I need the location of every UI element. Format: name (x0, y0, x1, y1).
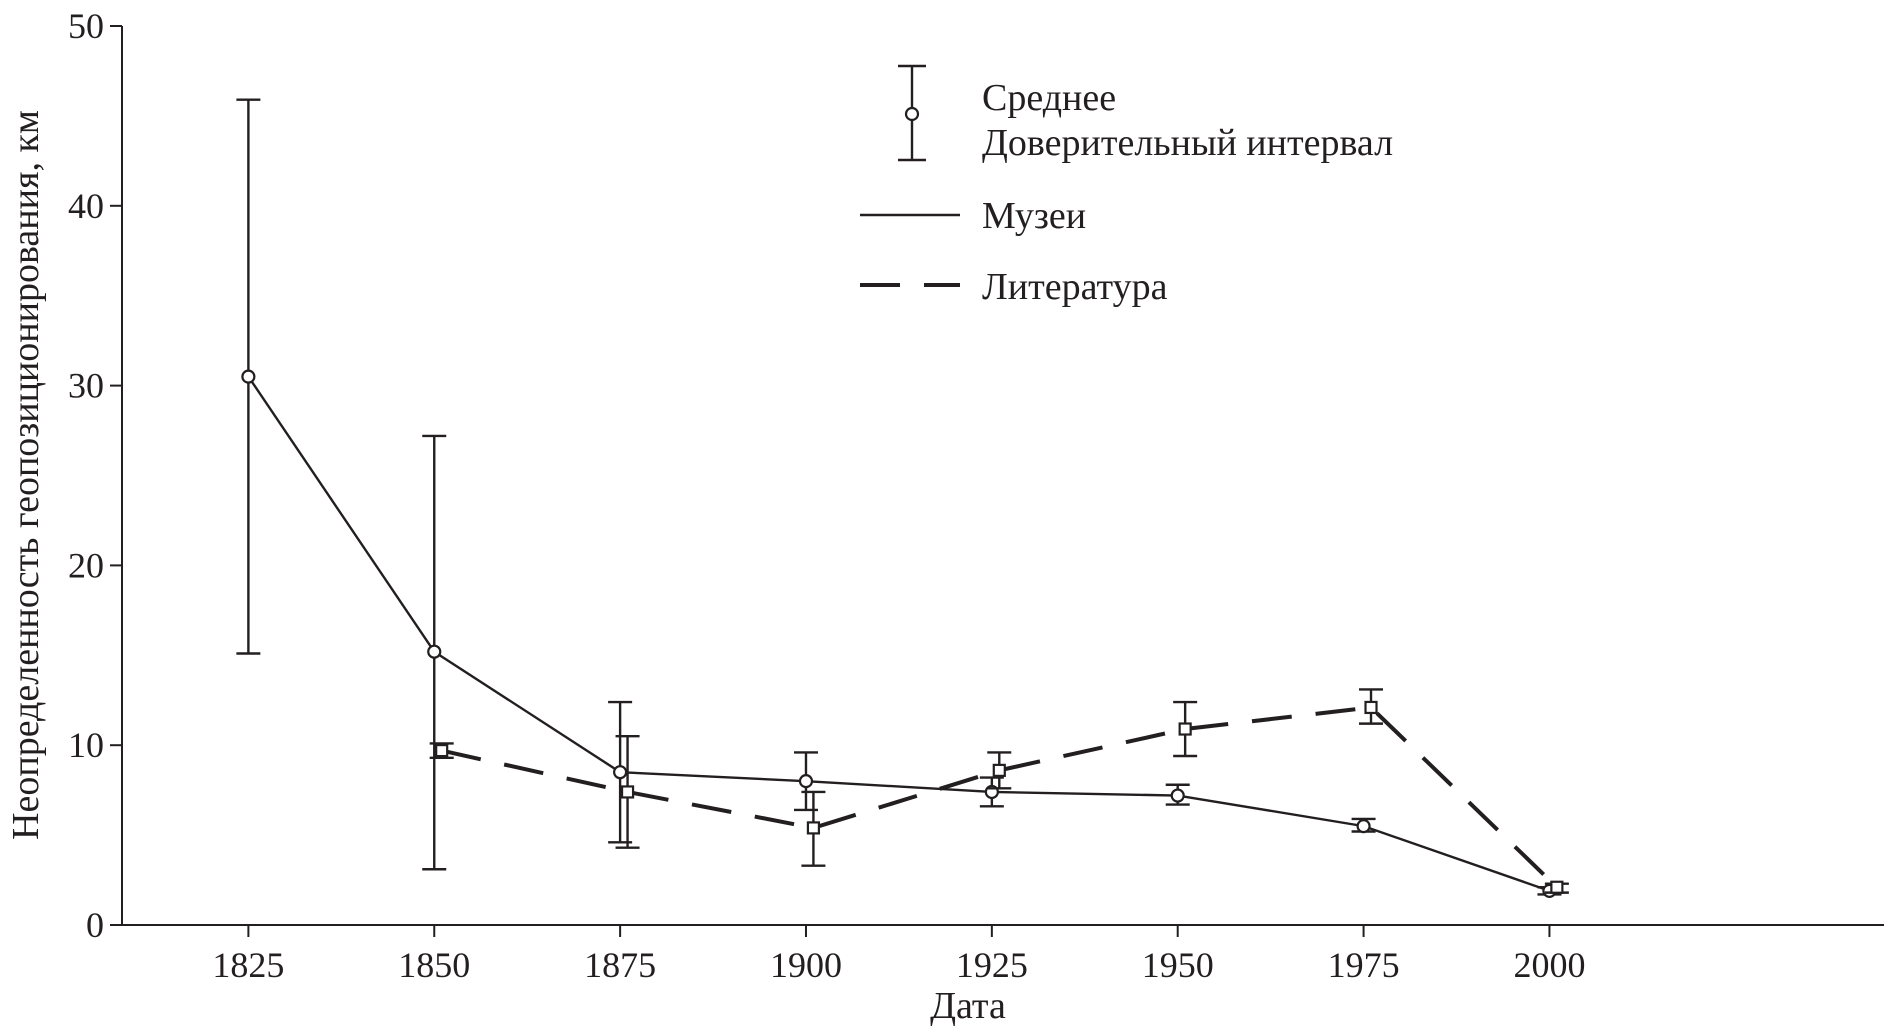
series-line-literature (441, 705, 1559, 889)
data-point-literature (1550, 880, 1564, 894)
data-point-museums (427, 644, 442, 659)
y-tick-label: 0 (86, 905, 104, 945)
series-literature (429, 688, 1569, 894)
series-line-museums (247, 375, 1550, 892)
y-tick-label: 10 (68, 725, 104, 765)
x-tick-label: 1825 (212, 945, 284, 985)
x-tick-label: 1900 (770, 945, 842, 985)
data-point-literature (992, 763, 1006, 777)
axes (121, 26, 1884, 926)
x-tick-label: 1975 (1328, 945, 1400, 985)
legend-ci-label: Доверительный интервал (982, 122, 1393, 164)
data-point-literature (806, 821, 821, 835)
data-point-literature (1178, 722, 1192, 736)
legend-errorbar-symbol (898, 64, 926, 162)
y-tick-label: 20 (68, 545, 104, 585)
ticks: 0 10 20 30 40 50 1825 1850 1875 1900 1925 1950 1975 2… (68, 6, 1585, 985)
data-point-museums (1170, 788, 1185, 803)
data-point-literature (435, 743, 449, 758)
plot-area (236, 98, 1569, 898)
data-point-museums (613, 765, 628, 780)
x-tick-label: 1925 (956, 945, 1028, 985)
y-tick-label: 50 (68, 6, 104, 46)
data-point-museums (798, 774, 814, 789)
y-tick-label: 40 (68, 186, 104, 226)
legend: Среднее Доверительный интервал Музеи Лит… (860, 64, 1393, 308)
data-point-museums (1356, 819, 1371, 834)
data-point-literature (620, 785, 635, 799)
x-tick-label: 1875 (584, 945, 656, 985)
legend-museums-label: Музеи (982, 195, 1086, 237)
x-tick-label: 1850 (398, 945, 470, 985)
data-point-museums (241, 369, 256, 384)
legend-literature-label: Литература (982, 266, 1168, 308)
x-tick-label: 1950 (1142, 945, 1214, 985)
legend-mean-label: Среднее (982, 77, 1116, 119)
data-point-literature (1364, 700, 1378, 715)
x-tick-label: 2000 (1513, 945, 1585, 985)
x-axis-label: Дата (930, 985, 1006, 1027)
series-museums (236, 98, 1562, 898)
y-tick-label: 30 (68, 366, 104, 406)
y-axis-label: Неопределенность геопозиционирования, км (5, 110, 47, 840)
